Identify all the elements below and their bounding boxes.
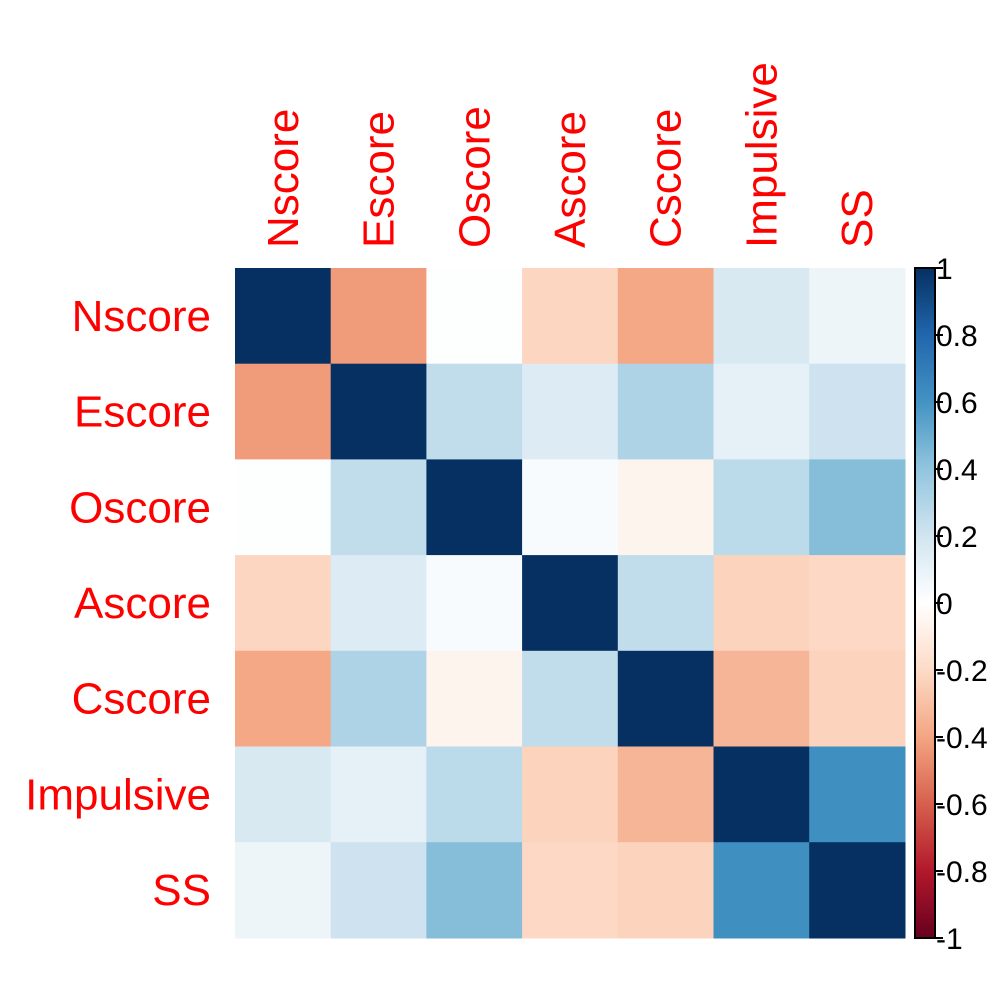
heatmap-cell-nscore-escore bbox=[330, 268, 427, 365]
heatmap-cell-escore-cscore bbox=[617, 363, 715, 460]
heatmap-cell-cscore-impulsive bbox=[713, 650, 810, 748]
colorbar-tick-label-neg0p6: -0.6 bbox=[936, 789, 988, 822]
heatmap-cell-ss-ascore bbox=[522, 842, 619, 939]
colorbar-gradient bbox=[914, 267, 936, 939]
heatmap-cell-ss-cscore bbox=[617, 842, 715, 939]
row-labels: Nscore Escore Oscore Ascore Cscore Impulsive S… bbox=[25, 292, 211, 915]
row-label-nscore: Nscore bbox=[72, 292, 211, 341]
colorbar-tick-label-0p4: 0.4 bbox=[936, 454, 978, 487]
column-label-cscore: Cscore bbox=[642, 109, 691, 248]
colorbar: 1 0.8 0.6 0.4 0.2 0 -0.2 -0.4 -0.6 -0.8 -1 bbox=[914, 253, 988, 956]
colorbar-tick-label-neg0p8: -0.8 bbox=[936, 856, 988, 889]
heatmap-cell-ascore-ascore bbox=[522, 555, 619, 652]
heatmap-cell-oscore-impulsive bbox=[713, 459, 810, 556]
heatmap-cell-oscore-escore bbox=[330, 459, 427, 556]
heatmap-cell-escore-nscore bbox=[235, 363, 332, 460]
heatmap-cell-ascore-cscore bbox=[617, 555, 715, 652]
heatmap-cell-escore-impulsive bbox=[713, 363, 810, 460]
colorbar-tick-label-neg1: -1 bbox=[936, 923, 963, 956]
colorbar-tick-label-0: 0 bbox=[936, 588, 953, 621]
heatmap-cell-impulsive-impulsive bbox=[713, 746, 810, 843]
row-label-ascore: Ascore bbox=[74, 579, 211, 628]
row-label-impulsive: Impulsive bbox=[25, 770, 211, 819]
column-label-ss: SS bbox=[833, 189, 882, 248]
heatmap-cell-cscore-ascore bbox=[522, 650, 619, 748]
heatmap-cell-ss-oscore bbox=[426, 842, 523, 939]
heatmap-cell-cscore-nscore bbox=[235, 650, 332, 748]
heatmap-cell-impulsive-ascore bbox=[522, 746, 619, 843]
colorbar-tick-label-1: 1 bbox=[936, 253, 953, 286]
heatmap-cell-nscore-cscore bbox=[617, 268, 715, 365]
heatmap-cell-impulsive-escore bbox=[330, 746, 427, 843]
heatmap-cell-impulsive-ss bbox=[809, 746, 906, 843]
column-label-oscore: Oscore bbox=[450, 106, 499, 248]
row-label-cscore: Cscore bbox=[72, 675, 211, 724]
heatmap-cell-ss-nscore bbox=[235, 842, 332, 939]
heatmap-cell-ss-escore bbox=[330, 842, 427, 939]
heatmap-cells bbox=[235, 268, 906, 939]
heatmap-cell-nscore-oscore bbox=[426, 268, 523, 365]
column-label-nscore: Nscore bbox=[259, 109, 308, 248]
heatmap-cell-cscore-oscore bbox=[426, 650, 523, 748]
heatmap-cell-cscore-ss bbox=[809, 650, 906, 748]
heatmap-cell-ascore-escore bbox=[330, 555, 427, 652]
heatmap-cell-ascore-nscore bbox=[235, 555, 332, 652]
heatmap-cell-impulsive-oscore bbox=[426, 746, 523, 843]
heatmap-cell-ascore-ss bbox=[809, 555, 906, 652]
heatmap-cell-cscore-cscore bbox=[617, 650, 715, 748]
heatmap-cell-oscore-ss bbox=[809, 459, 906, 556]
heatmap-cell-nscore-ascore bbox=[522, 268, 619, 365]
column-label-ascore: Ascore bbox=[546, 111, 595, 248]
heatmap-cell-nscore-ss bbox=[809, 268, 906, 365]
colorbar-tick-label-neg0p4: -0.4 bbox=[936, 722, 988, 755]
heatmap-cell-ss-impulsive bbox=[713, 842, 810, 939]
heatmap-cell-nscore-impulsive bbox=[713, 268, 810, 365]
heatmap-cell-ss-ss bbox=[809, 842, 906, 939]
heatmap-cell-escore-ascore bbox=[522, 363, 619, 460]
heatmap-cell-escore-escore bbox=[330, 363, 427, 460]
column-label-impulsive: Impulsive bbox=[737, 62, 786, 248]
row-label-ss: SS bbox=[152, 866, 211, 915]
column-labels: Nscore Escore Oscore Ascore Cscore Impulsive S… bbox=[259, 62, 882, 248]
heatmap-cell-oscore-nscore bbox=[235, 459, 332, 556]
heatmap-cell-impulsive-cscore bbox=[617, 746, 715, 843]
heatmap-cell-impulsive-nscore bbox=[235, 746, 332, 843]
row-label-oscore: Oscore bbox=[69, 483, 211, 532]
colorbar-tick-label-0p6: 0.6 bbox=[936, 387, 978, 420]
heatmap-cell-ascore-oscore bbox=[426, 555, 523, 652]
colorbar-tick-label-neg0p2: -0.2 bbox=[936, 655, 988, 688]
colorbar-tick-label-0p2: 0.2 bbox=[936, 521, 978, 554]
heatmap-cell-nscore-nscore bbox=[235, 268, 332, 365]
colorbar-tick-label-0p8: 0.8 bbox=[936, 320, 978, 353]
heatmap-cell-cscore-escore bbox=[330, 650, 427, 748]
heatmap-cell-oscore-ascore bbox=[522, 459, 619, 556]
heatmap-cell-ascore-impulsive bbox=[713, 555, 810, 652]
heatmap-cell-escore-oscore bbox=[426, 363, 523, 460]
row-label-escore: Escore bbox=[74, 388, 211, 437]
column-label-escore: Escore bbox=[355, 111, 404, 248]
heatmap-cell-escore-ss bbox=[809, 363, 906, 460]
heatmap-cell-oscore-cscore bbox=[617, 459, 715, 556]
heatmap-cell-oscore-oscore bbox=[426, 459, 523, 556]
